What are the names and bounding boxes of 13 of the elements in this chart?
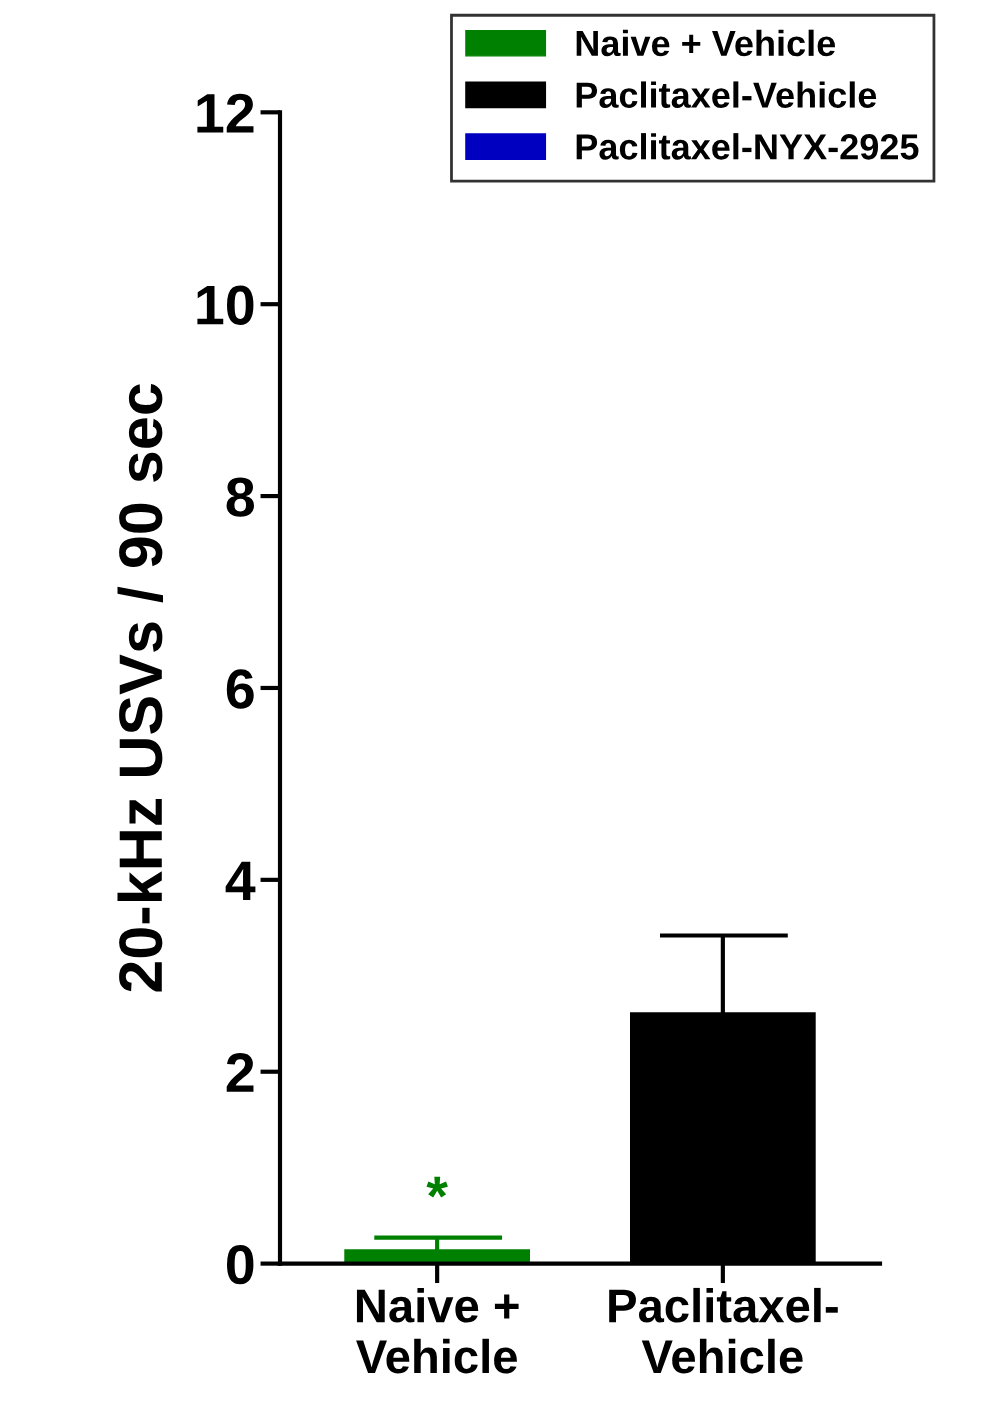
legend-label: Paclitaxel-NYX-2925 [576, 133, 919, 160]
annotation: * [426, 1176, 448, 1198]
y-tick-label: 12 [197, 93, 254, 133]
y-tick-label: 0 [227, 1244, 254, 1285]
y-tick-label: 2 [226, 1053, 254, 1092]
legend-label: Paclitaxel-Vehicle [576, 81, 877, 108]
y-axis-title: 20-kHz USVs / 90 sec [117, 384, 163, 992]
x-tick-label: Paclitaxel- Vehicle [609, 1287, 838, 1374]
y-tick-label: 8 [226, 477, 254, 517]
y-tick-label: 4 [225, 861, 256, 900]
y-tick-label: 6 [226, 669, 254, 709]
legend-label: Naive + Vehicle [576, 29, 836, 57]
y-tick-label: 10 [197, 285, 254, 325]
